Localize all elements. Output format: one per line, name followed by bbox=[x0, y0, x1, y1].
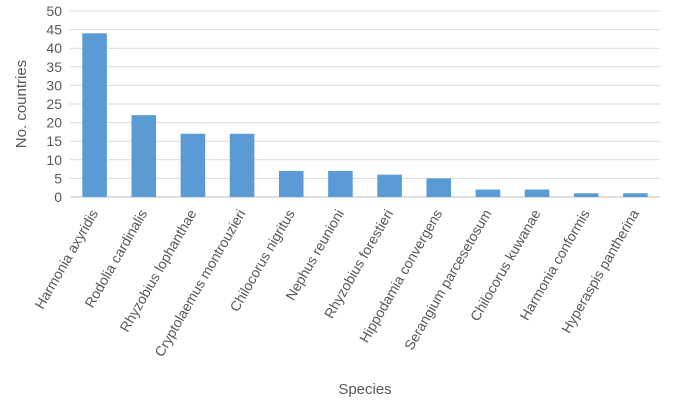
y-tick-label: 40 bbox=[46, 40, 62, 56]
y-tick-label: 45 bbox=[46, 22, 62, 38]
y-tick-label: 25 bbox=[46, 96, 62, 112]
y-tick-label: 50 bbox=[46, 3, 62, 19]
y-tick-label: 0 bbox=[54, 189, 62, 205]
y-tick-label: 20 bbox=[46, 115, 62, 131]
y-tick-label: 30 bbox=[46, 77, 62, 93]
bar bbox=[426, 178, 452, 197]
bar bbox=[180, 133, 206, 197]
bar bbox=[377, 174, 402, 197]
bar bbox=[573, 193, 599, 197]
y-axis-title: No. countries bbox=[13, 60, 30, 148]
bar bbox=[328, 170, 353, 197]
y-tick-labels: 0 5 10 15 20 25 30 35 40 45 50 bbox=[46, 3, 62, 205]
y-tick-label: 35 bbox=[46, 59, 62, 75]
bars bbox=[82, 33, 648, 197]
bar bbox=[524, 189, 550, 197]
y-tick-label: 5 bbox=[54, 170, 62, 186]
bar bbox=[623, 193, 648, 197]
bar bbox=[82, 33, 107, 197]
bar bbox=[278, 170, 304, 197]
y-tick-label: 15 bbox=[46, 133, 62, 149]
bar bbox=[475, 189, 501, 197]
bar bbox=[131, 115, 157, 197]
x-axis-title: Species bbox=[338, 381, 391, 398]
gridlines bbox=[70, 10, 660, 198]
x-tick-label: Cryptolaemus montrouzieri bbox=[151, 206, 249, 359]
y-tick-label: 10 bbox=[46, 152, 62, 168]
bar bbox=[229, 133, 255, 197]
x-tick-label: Serangium parcesetosum bbox=[401, 206, 495, 352]
